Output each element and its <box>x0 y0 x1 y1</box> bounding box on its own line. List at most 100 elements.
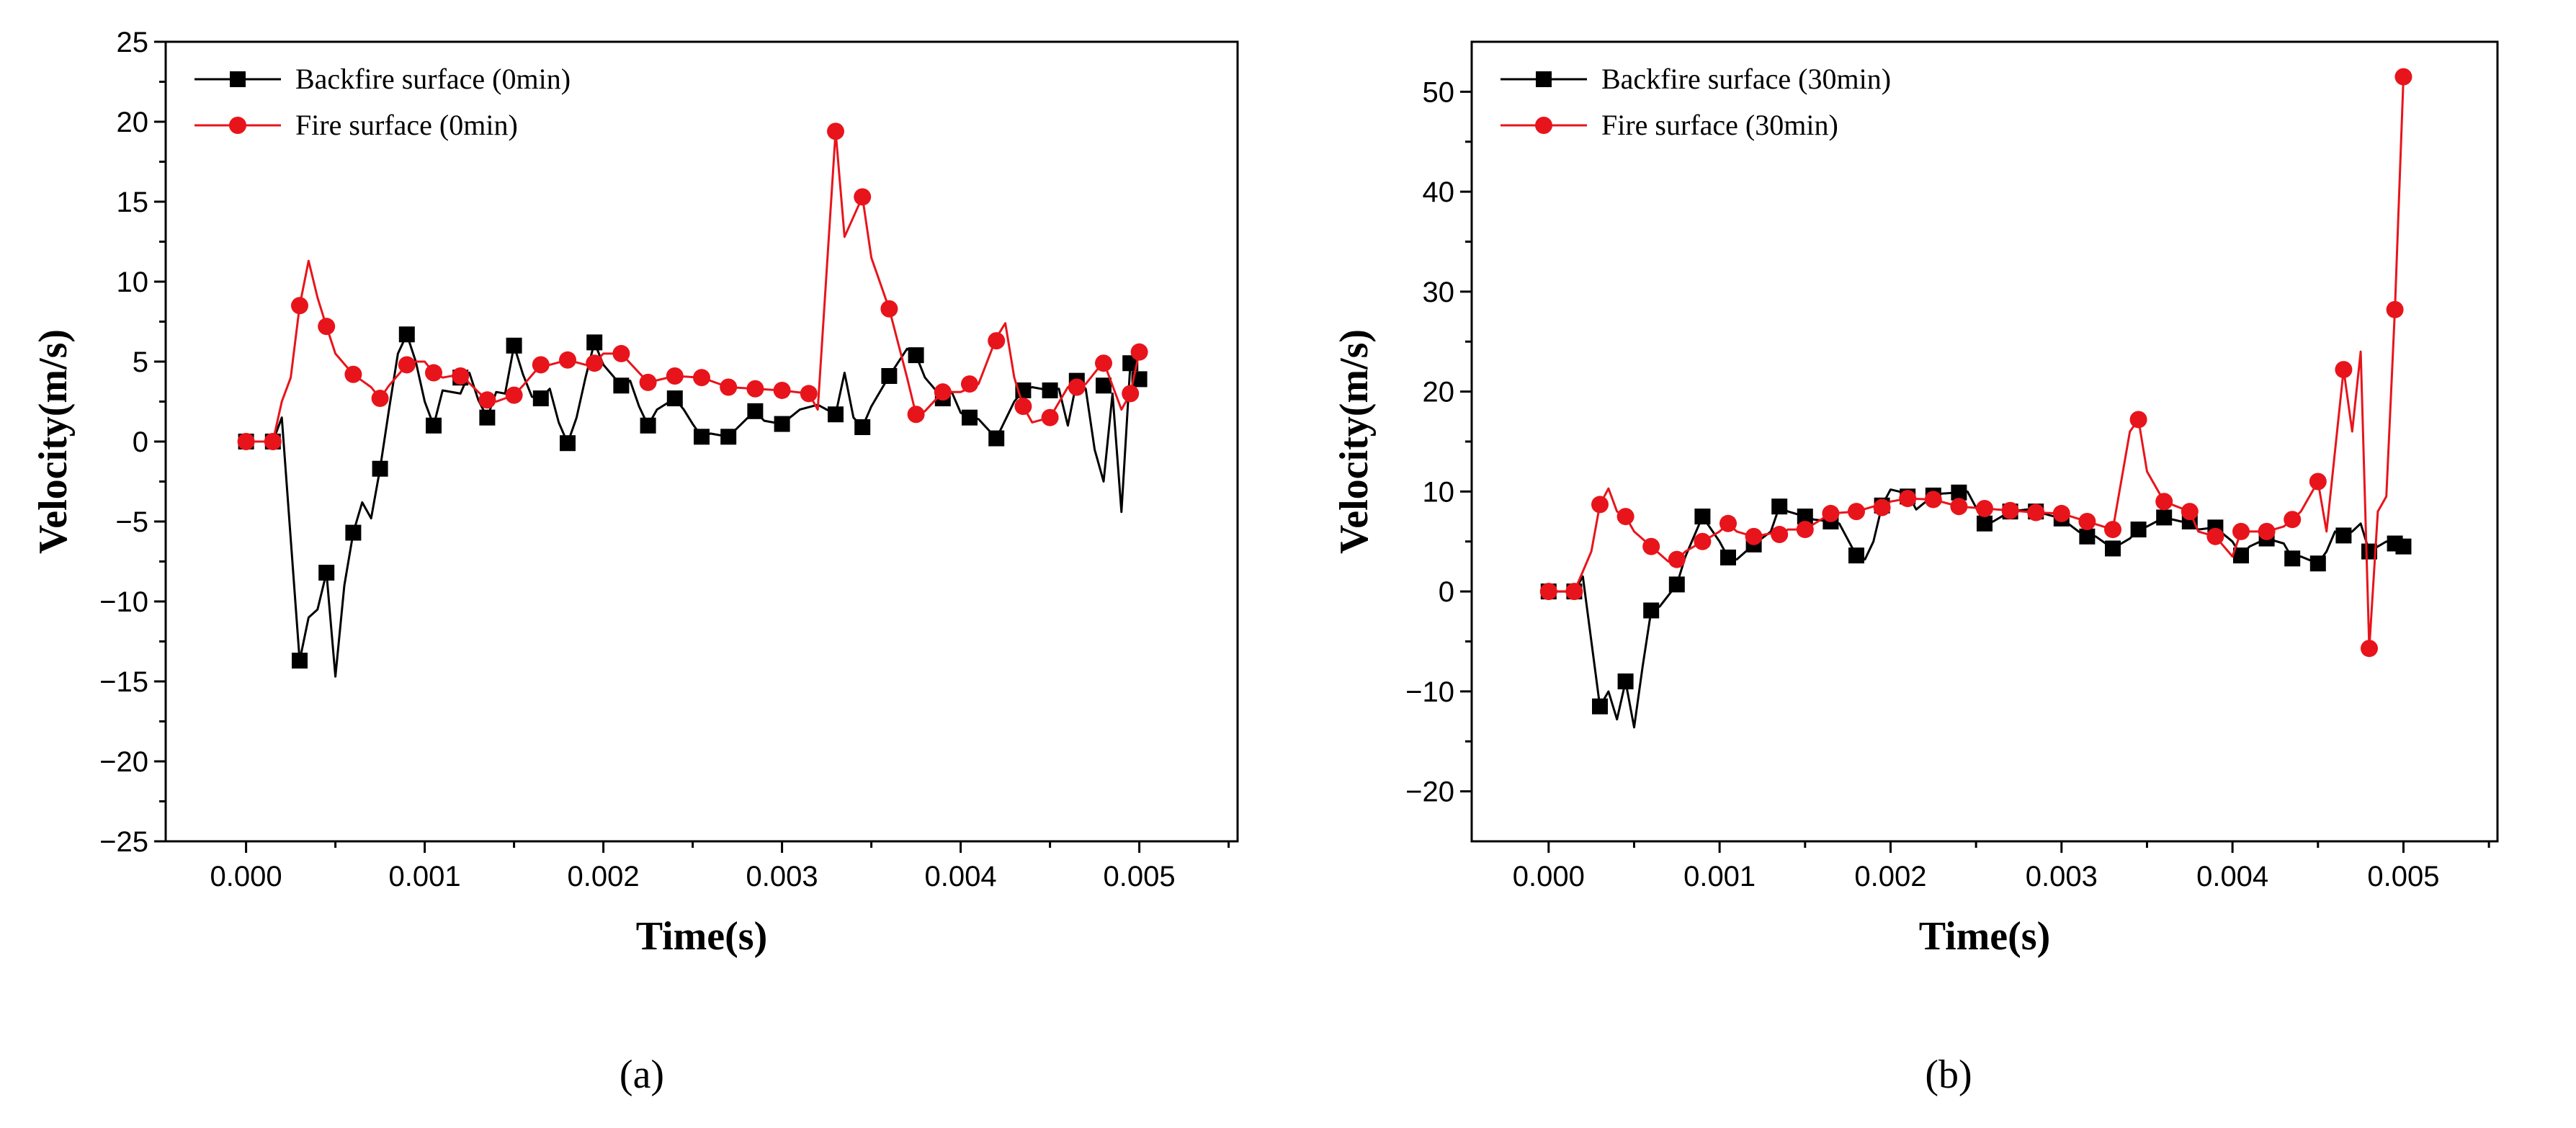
legend-label: Fire surface (30min) <box>1601 109 1838 141</box>
data-point-circle <box>318 318 336 336</box>
data-point-square <box>1797 509 1813 525</box>
x-tick-label: 0.000 <box>210 861 282 892</box>
data-point-square <box>1617 673 1634 689</box>
data-point-circle <box>478 391 496 409</box>
data-point-square <box>586 334 603 351</box>
x-tick-label: 0.002 <box>568 861 640 892</box>
y-tick-label: 0 <box>133 426 148 458</box>
x-tick-label: 0.002 <box>1854 861 1926 892</box>
y-tick-label: 40 <box>1423 176 1455 208</box>
data-point-circle <box>2155 493 2173 511</box>
x-tick-label: 0.004 <box>2196 861 2268 892</box>
data-point-square <box>372 460 388 477</box>
data-point-circle <box>2078 513 2096 530</box>
y-tick-label: −20 <box>1405 776 1454 808</box>
series-line <box>246 333 1140 678</box>
data-point-square <box>1668 576 1685 593</box>
data-point-square <box>1848 547 1864 564</box>
data-point-square <box>560 435 576 452</box>
data-point-square <box>828 406 844 423</box>
data-point-circle <box>1694 532 1712 550</box>
data-point-circle <box>1068 378 1086 396</box>
data-point-square <box>2156 509 2173 526</box>
data-point-circle <box>1122 385 1140 403</box>
y-tick-label: 10 <box>117 267 149 298</box>
y-tick-label: −25 <box>99 826 148 858</box>
legend-marker-circle <box>1535 117 1552 134</box>
data-point-circle <box>505 386 523 404</box>
data-point-circle <box>2335 361 2353 379</box>
data-point-square <box>640 417 656 434</box>
y-tick-label: 20 <box>117 107 149 138</box>
data-point-square <box>962 409 978 426</box>
data-point-square <box>1694 509 1711 525</box>
data-point-square <box>2130 522 2147 538</box>
data-point-circle <box>988 332 1006 350</box>
data-point-square <box>747 403 764 419</box>
data-point-square <box>2395 538 2412 555</box>
data-point-circle <box>800 385 818 403</box>
data-point-square <box>774 416 790 432</box>
data-point-circle <box>398 356 416 374</box>
series-backfire <box>1540 484 2412 729</box>
data-point-square <box>1096 377 1112 394</box>
data-point-circle <box>1848 503 1865 521</box>
data-point-circle <box>1873 498 1891 516</box>
data-point-square <box>1042 382 1058 398</box>
data-point-circle <box>291 297 308 315</box>
panel-a: 0.000 0.001 0.002 0.003 0.004 0.005 −25 −20 −15 −… <box>31 27 1239 1097</box>
data-point-circle <box>1041 408 1059 426</box>
data-point-square <box>398 326 415 343</box>
panel-label: (a) <box>620 1052 664 1097</box>
data-point-circle <box>559 351 576 369</box>
data-point-circle <box>880 300 898 318</box>
data-point-square <box>1720 549 1736 565</box>
data-point-circle <box>612 344 630 362</box>
data-point-square <box>666 390 683 407</box>
data-point-circle <box>961 375 978 393</box>
data-point-circle <box>264 433 282 450</box>
x-tick-label: 0.005 <box>1104 861 1176 892</box>
x-tick-label: 0.001 <box>389 861 461 892</box>
data-point-square <box>479 409 496 426</box>
data-point-circle <box>1642 537 1660 555</box>
legend-marker-square <box>230 71 246 87</box>
data-point-square <box>506 337 522 354</box>
data-point-circle <box>746 380 764 398</box>
data-point-circle <box>2052 504 2070 522</box>
y-tick-label: 10 <box>1423 476 1455 508</box>
data-point-circle <box>1822 504 1840 522</box>
legend-marker-square <box>1536 71 1552 87</box>
series-fire <box>237 122 1148 450</box>
legend-label: Fire surface (0min) <box>295 109 518 141</box>
data-point-circle <box>1668 550 1686 568</box>
data-point-circle <box>1899 490 1917 508</box>
data-point-circle <box>2386 300 2404 318</box>
data-point-circle <box>693 369 710 387</box>
data-point-square <box>2233 547 2249 564</box>
x-tick-label: 0.004 <box>925 861 997 892</box>
legend-marker-circle <box>229 117 246 134</box>
x-tick-label: 0.003 <box>2026 861 2098 892</box>
y-tick-label: −20 <box>99 746 148 778</box>
data-point-circle <box>1924 491 1942 509</box>
data-point-square <box>2309 555 2326 572</box>
series-line <box>246 130 1141 443</box>
data-point-square <box>532 390 549 407</box>
y-tick-label: −10 <box>99 586 148 618</box>
data-point-circle <box>2258 522 2276 540</box>
data-point-circle <box>2394 68 2412 86</box>
data-point-circle <box>2104 521 2121 539</box>
data-point-circle <box>2284 511 2302 529</box>
x-tick-label: 0.005 <box>2367 861 2439 892</box>
data-point-circle <box>1565 583 1583 601</box>
y-tick-label: −10 <box>1405 676 1454 708</box>
data-point-circle <box>344 365 362 383</box>
data-point-circle <box>827 122 844 140</box>
data-point-circle <box>425 364 442 382</box>
data-point-square <box>1643 602 1660 619</box>
data-point-circle <box>1130 343 1148 361</box>
y-tick-label: −5 <box>115 506 148 538</box>
series-line <box>1548 488 2404 729</box>
